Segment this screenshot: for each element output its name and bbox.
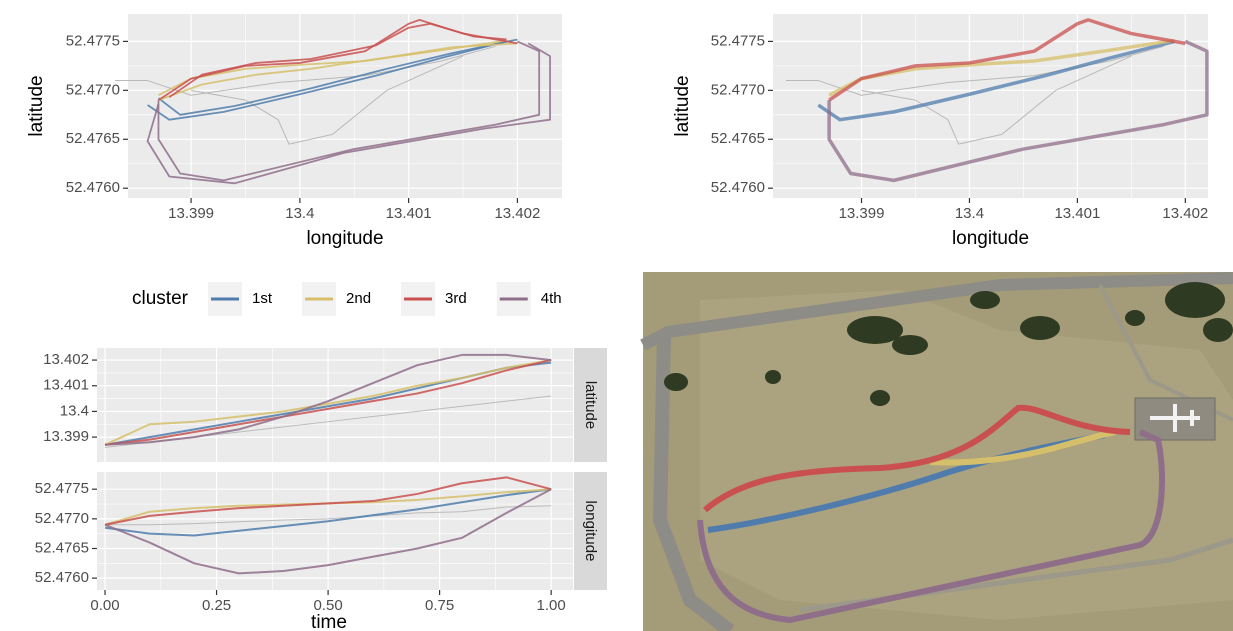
x-axis-title: time: [311, 612, 347, 631]
x-tick-label: 13.4: [285, 205, 314, 222]
legend-label: 1st: [252, 290, 273, 307]
legend-label: 3rd: [445, 290, 467, 307]
aerial-photo: [643, 272, 1233, 631]
x-tick-label: 1.00: [537, 597, 566, 614]
strip-label: longitude: [582, 501, 599, 562]
figure: 13.399 13.4 13.401 13.402 52.4775 52.4770 52.4…: [0, 0, 1233, 631]
y-tick-label: 13.399: [43, 428, 89, 445]
x-tick-label: 13.401: [1054, 205, 1100, 222]
y-tick-label: 52.4775: [35, 480, 89, 497]
y-tick-label: 13.4: [60, 402, 89, 419]
y-tick-label: 52.4765: [35, 539, 89, 556]
legend-title: cluster: [132, 288, 189, 309]
strip-label: latitude: [582, 381, 599, 429]
y-tick-label: 52.4770: [35, 510, 89, 527]
x-tick-label: 13.402: [1162, 205, 1208, 222]
x-tick-label: 13.399: [168, 205, 214, 222]
x-axis-title: longitude: [952, 228, 1029, 249]
y-tick-label: 52.4760: [711, 179, 765, 196]
y-axis-title: latitude: [672, 75, 693, 136]
y-tick-label: 52.4770: [66, 81, 120, 98]
x-tick-label: 0.00: [90, 597, 119, 614]
legend-label: 2nd: [346, 290, 371, 307]
y-tick-label: 52.4765: [711, 130, 765, 147]
y-tick-label: 52.4760: [66, 179, 120, 196]
x-tick-label: 13.402: [494, 205, 540, 222]
y-axis-title: latitude: [26, 75, 47, 136]
x-tick-label: 0.25: [202, 597, 231, 614]
x-tick-label: 13.399: [839, 205, 885, 222]
x-tick-label: 13.4: [955, 205, 984, 222]
legend-label: 4th: [541, 290, 562, 307]
y-tick-label: 52.4775: [711, 32, 765, 49]
y-tick-label: 52.4775: [66, 32, 120, 49]
x-tick-label: 0.75: [425, 597, 454, 614]
y-tick-label: 52.4765: [66, 130, 120, 147]
y-tick-label: 52.4770: [711, 81, 765, 98]
y-tick-label: 13.401: [43, 377, 89, 394]
y-tick-label: 52.4760: [35, 569, 89, 586]
x-axis-title: longitude: [306, 228, 383, 249]
x-tick-label: 13.401: [386, 205, 432, 222]
y-tick-label: 13.402: [43, 351, 89, 368]
